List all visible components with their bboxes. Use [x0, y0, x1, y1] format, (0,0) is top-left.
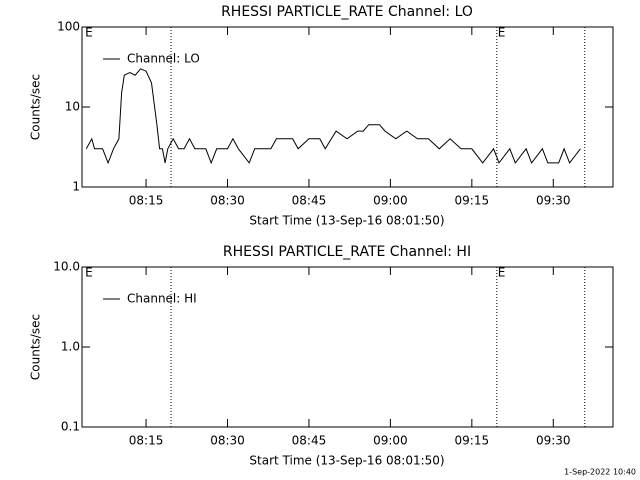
x-tick-label: 08:15 [129, 434, 164, 448]
y-axis-label: Counts/sec [29, 74, 43, 140]
y-tick-label: 10 [65, 100, 80, 114]
y-axis-label: Counts/sec [29, 314, 43, 380]
x-tick-label: 09:30 [536, 194, 571, 208]
footer: 1-Sep-2022 10:40 [564, 468, 636, 477]
legend-label: Channel: HI [127, 292, 197, 306]
annotation: E [85, 266, 93, 280]
x-axis-label: Start Time (13-Sep-16 08:01:50) [249, 454, 444, 468]
y-tick-label: 0.1 [61, 420, 80, 434]
x-tick-label: 08:45 [292, 434, 327, 448]
annotation: E [85, 26, 93, 40]
data-line [85, 68, 581, 165]
chart-title: RHESSI PARTICLE_RATE Channel: HI [223, 244, 471, 260]
x-tick-label: 08:30 [210, 194, 245, 208]
y-tick-label: 10.0 [53, 260, 80, 274]
y-tick-label: 1.0 [61, 340, 80, 354]
legend-label: Channel: LO [127, 52, 200, 66]
x-tick-label: 09:00 [373, 194, 408, 208]
x-tick-label: 09:15 [455, 194, 490, 208]
y-tick-label: 1 [72, 180, 80, 194]
x-tick-label: 08:15 [129, 194, 164, 208]
x-tick-label: 09:30 [536, 434, 571, 448]
annotation: E [498, 266, 506, 280]
chart-title: RHESSI PARTICLE_RATE Channel: LO [221, 4, 473, 20]
x-tick-label: 09:15 [455, 434, 490, 448]
x-tick-label: 08:45 [292, 194, 327, 208]
x-axis-label: Start Time (13-Sep-16 08:01:50) [249, 214, 444, 228]
x-tick-label: 09:00 [373, 434, 408, 448]
x-tick-label: 08:30 [210, 434, 245, 448]
annotation: E [498, 26, 506, 40]
y-tick-label: 100 [57, 20, 80, 34]
